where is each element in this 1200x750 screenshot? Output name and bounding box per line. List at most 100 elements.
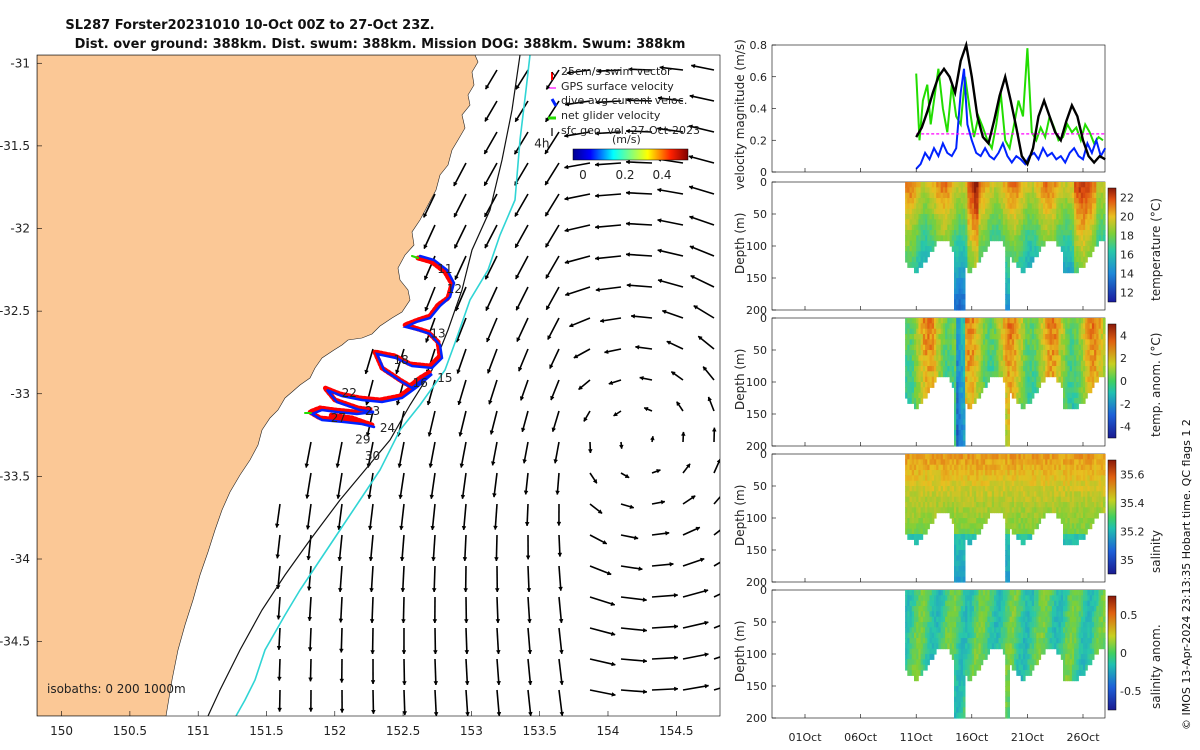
- heatmap-panel-2: 0 50 100 150 200 Depth (m) 35 35.2 35.4 35.6 salin…: [733, 448, 1163, 589]
- current-arrow-109: [514, 193, 529, 217]
- heat2-cbar-label: salinity: [1149, 530, 1163, 573]
- current-arrowhead-94: [488, 399, 493, 405]
- current-arrow-42: [400, 503, 405, 530]
- current-arrowhead-87: [484, 181, 489, 187]
- current-arrow-133: [545, 286, 560, 311]
- current-arrow-131: [544, 224, 560, 248]
- current-arrow-111: [515, 255, 529, 280]
- current-arrow-59: [431, 503, 436, 530]
- current-arrowhead-134: [547, 335, 552, 341]
- current-arrowhead-207: [674, 624, 679, 629]
- current-arrowhead-131: [545, 242, 550, 248]
- current-arrowhead-11: [306, 586, 312, 591]
- heat0-colorbar: [1107, 187, 1117, 303]
- current-arrow-130: [544, 193, 560, 217]
- legend-net-glider-velocity: net glider velocity: [561, 109, 661, 122]
- heat1-cbar-label: temp. anom. (°C): [1149, 333, 1163, 437]
- current-arrowhead-148: [564, 101, 570, 107]
- current-arrowhead-115: [519, 396, 525, 401]
- current-arrow-192: [625, 161, 653, 164]
- map-ytick-2: -32: [10, 222, 30, 236]
- current-arrow-92: [486, 317, 498, 343]
- current-arrow-76: [461, 472, 467, 499]
- current-arrow-16: [336, 441, 343, 468]
- current-arrowhead-62: [432, 619, 438, 624]
- current-arrowhead-219: [666, 340, 672, 346]
- current-arrowhead-184: [638, 566, 643, 571]
- current-arrow-228: [682, 621, 709, 629]
- current-arrowhead-215: [656, 218, 662, 223]
- current-arrowhead-84: [485, 84, 490, 90]
- current-arrow-74: [459, 410, 467, 437]
- current-arrow-110: [514, 224, 529, 249]
- current-arrow-153: [564, 255, 591, 264]
- current-arrowhead-178: [608, 380, 614, 385]
- current-arrow-215: [657, 219, 684, 226]
- map-legend: 25cm/s swim vector GPS surface velocity …: [548, 65, 700, 182]
- current-arrow-61: [433, 565, 436, 593]
- heat0-cbtick-2: 16: [1120, 249, 1134, 262]
- heat1-cbtick-2: 0: [1120, 375, 1127, 388]
- current-arrowhead-152: [564, 227, 569, 233]
- current-arrow-13: [309, 627, 312, 652]
- current-arrow-148: [565, 100, 591, 106]
- current-arrowhead-127: [545, 117, 550, 123]
- current-arrow-56: [428, 410, 436, 437]
- map-xtick-6: 153: [460, 724, 483, 738]
- current-arrow-107: [513, 131, 529, 155]
- current-arrow-102: [496, 627, 500, 655]
- current-arrowhead-140: [556, 521, 562, 527]
- velocity-lines: [915, 40, 1107, 170]
- day-label-10: 24: [380, 421, 395, 435]
- heat1-ylabel: Depth (m): [733, 349, 747, 410]
- current-arrowhead-89: [484, 243, 489, 249]
- heat1-cbtick-1: -2: [1120, 398, 1131, 411]
- map-xtick-3: 151.5: [249, 724, 283, 738]
- surface-current-field: [274, 63, 720, 716]
- current-arrow-214: [657, 188, 684, 195]
- current-arrowhead-103: [496, 681, 501, 686]
- current-arrow-95: [490, 410, 498, 435]
- current-arrow-121: [527, 565, 530, 593]
- current-arrowhead-37: [395, 369, 400, 375]
- velocity-panel: 0 0.2 0.4 0.6 0.8 velocity magnitude (m/s): [733, 39, 1107, 190]
- vel-ytick-4: 0.8: [750, 39, 768, 52]
- current-arrow-190: [626, 99, 653, 102]
- current-arrowhead-4: [276, 645, 282, 651]
- heat0-cbtick-3: 18: [1120, 230, 1134, 243]
- current-arrowhead-171: [594, 162, 599, 167]
- current-arrowhead-238: [690, 275, 695, 280]
- current-arrowhead-72: [456, 369, 461, 375]
- current-arrowhead-0: [274, 523, 280, 529]
- current-arrowhead-237: [689, 245, 695, 250]
- current-arrowhead-201: [650, 435, 655, 441]
- current-arrow-144: [558, 627, 563, 654]
- current-arrowhead-34: [370, 650, 375, 655]
- current-arrow-0: [275, 503, 281, 528]
- heat1-cbtick-4: 4: [1120, 329, 1127, 342]
- current-arrow-32: [370, 565, 374, 592]
- current-arrowhead-88: [484, 212, 489, 218]
- time-tick-4: 21Oct: [1011, 731, 1045, 744]
- current-arrow-90: [484, 255, 498, 280]
- map-ytick-6: -34: [10, 552, 30, 566]
- current-arrow-187: [620, 658, 647, 663]
- current-arrowhead-45: [401, 619, 406, 624]
- current-arrowhead-97: [492, 493, 497, 498]
- heat3-ytick-1: 50: [753, 616, 767, 629]
- current-arrow-93: [487, 348, 498, 374]
- current-arrowhead-86: [484, 149, 489, 155]
- current-arrowhead-58: [429, 494, 435, 500]
- current-arrowhead-202: [656, 469, 661, 474]
- current-arrowhead-130: [545, 211, 550, 217]
- current-arrow-97: [493, 472, 498, 498]
- time-axis-ticks: 01Oct 06Oct 11Oct 16Oct 21Oct 26Oct: [788, 168, 1100, 744]
- day-label-9: 27: [331, 411, 346, 425]
- current-arrow-73: [457, 379, 467, 406]
- current-arrow-166: [589, 658, 616, 666]
- current-arrow-147: [566, 69, 591, 74]
- current-arrowhead-191: [625, 128, 630, 134]
- current-arrowhead-147: [566, 70, 571, 75]
- current-arrow-50: [423, 224, 436, 249]
